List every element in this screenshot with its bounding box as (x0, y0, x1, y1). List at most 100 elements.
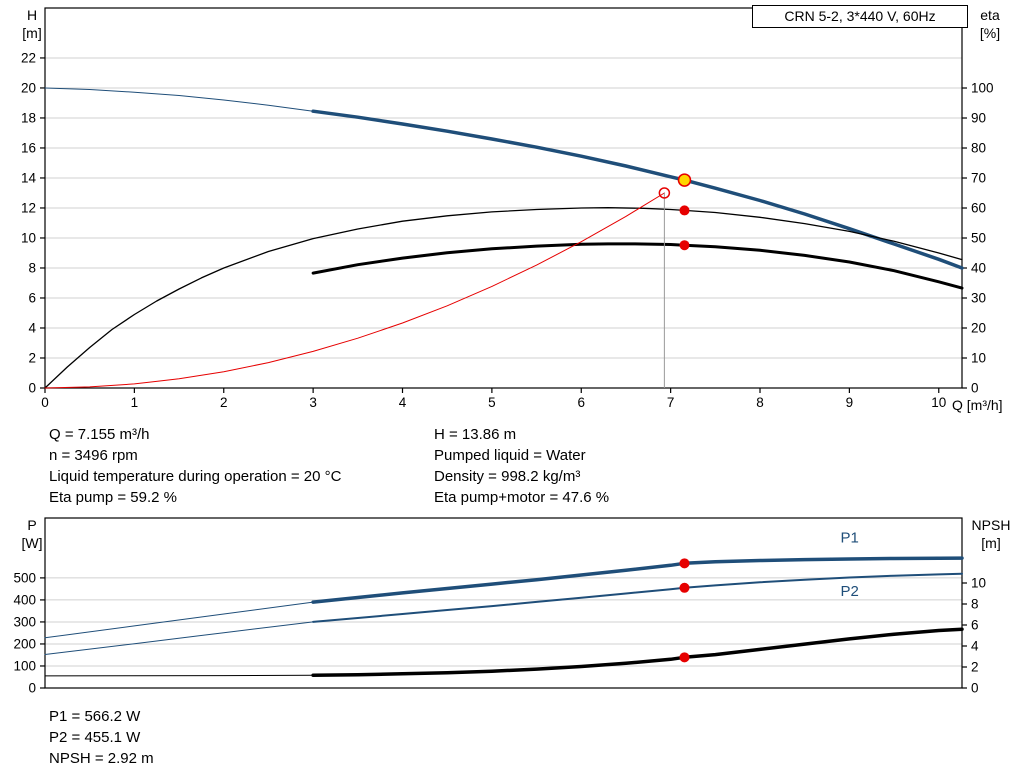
y-right-tick-label: 90 (971, 111, 986, 126)
series-npsh-curve (311, 627, 964, 677)
h-axis-name: H (26, 7, 38, 23)
power-info-panel: P1 = 566.2 W P2 = 455.1 W NPSH = 2.92 m (49, 706, 154, 769)
y-left-tick-label: 100 (13, 658, 36, 673)
pump-title-box: CRN 5-2, 3*440 V, 60Hz (752, 5, 968, 28)
p-axis-label: P [W] (10, 516, 54, 552)
npsh-point (679, 652, 690, 663)
y-left-tick-label: 12 (21, 200, 36, 215)
y-left-tick-label: 300 (13, 614, 36, 629)
x-tick-label: 4 (399, 395, 407, 410)
eta-axis-label: eta [%] (962, 6, 1018, 42)
y-left-tick-label: 10 (21, 230, 36, 245)
y-left-tick-label: 0 (28, 681, 36, 696)
h-axis-label: H [m] (10, 6, 54, 42)
y-left-tick-label: 14 (21, 170, 37, 185)
info-h: H = 13.86 m (434, 426, 517, 443)
p2-series-label: P2 (840, 583, 858, 600)
npsh-axis-label: NPSH [m] (962, 516, 1020, 552)
y-right-tick-label: 6 (971, 617, 979, 632)
info-p2: P2 = 455.1 W (49, 729, 141, 746)
x-tick-label: 8 (756, 395, 764, 410)
eta-axis-unit: [%] (979, 25, 1001, 41)
info-density: Density = 998.2 kg/m³ (434, 468, 581, 485)
duty-point[interactable] (677, 173, 692, 187)
qh-eta-chart: 0246810121416182022010203040506070809010… (21, 7, 994, 410)
plot-frame (44, 7, 963, 389)
y-left-tick-label: 22 (21, 50, 36, 65)
eta-pump-point (679, 205, 690, 216)
x-tick-label: 3 (309, 395, 317, 410)
series-p1-extension (44, 601, 314, 639)
x-tick-label: 7 (667, 395, 675, 410)
eta-pump-motor-point (679, 240, 690, 251)
y-right-tick-label: 80 (971, 141, 986, 156)
y-left-tick-label: 500 (13, 570, 36, 585)
y-right-tick-label: 10 (971, 351, 986, 366)
series-p2-curve (312, 572, 963, 623)
npsh-axis-name: NPSH (971, 517, 1011, 533)
series-npsh-extension (44, 674, 314, 677)
p-axis-name: P (27, 517, 37, 533)
y-right-tick-label: 60 (971, 201, 986, 216)
series-eta-pump-motor-curve (311, 242, 964, 290)
y-left-tick-label: 6 (28, 290, 36, 305)
y-right-tick-label: 10 (971, 575, 986, 590)
duty-info-left: Q = 7.155 m³/h n = 3496 rpm Liquid tempe… (49, 424, 341, 508)
y-right-tick-label: 2 (971, 659, 979, 674)
y-right-tick-label: 70 (971, 171, 986, 186)
y-left-tick-label: 20 (21, 80, 36, 95)
eta-axis-name: eta (980, 7, 1000, 23)
parabola-open-circle (658, 187, 671, 199)
p1-series-label: P1 (840, 530, 858, 547)
duty-info-right: H = 13.86 m Pumped liquid = Water Densit… (434, 424, 609, 508)
info-p1: P1 = 566.2 W (49, 708, 141, 725)
y-left-tick-label: 200 (13, 636, 36, 651)
y-left-tick-label: 0 (28, 381, 36, 396)
y-right-tick-label: 0 (971, 381, 979, 396)
info-speed: n = 3496 rpm (49, 447, 138, 464)
y-left-tick-label: 2 (28, 350, 36, 365)
y-right-tick-label: 20 (971, 321, 986, 336)
power-npsh-chart: 0 100 200 300 400 500 0 2 4 6 8 10 P1 P2 (13, 517, 986, 696)
q-axis-label: Q [m³/h] (952, 397, 1003, 413)
y-left-tick-label: 400 (13, 592, 36, 607)
x-tick-label: 10 (931, 395, 946, 410)
npsh-axis-unit: [m] (981, 535, 1001, 551)
plot-frame (44, 517, 963, 689)
x-tick-label: 0 (41, 395, 49, 410)
p-axis-unit: [W] (21, 535, 43, 551)
x-tick-label: 5 (488, 395, 496, 410)
series-h-curve (311, 109, 964, 270)
info-eta-pump: Eta pump = 59.2 % (49, 489, 177, 506)
series-p2-extension (44, 621, 314, 655)
y-right-tick-label: 0 (971, 681, 979, 696)
y-left-tick-label: 8 (28, 260, 36, 275)
y-left-tick-label: 18 (21, 110, 36, 125)
info-pumped-liquid: Pumped liquid = Water (434, 447, 586, 464)
x-tick-label: 6 (577, 395, 585, 410)
x-tick-label: 9 (846, 395, 854, 410)
info-q: Q = 7.155 m³/h (49, 426, 150, 443)
series-h-curve-extension (44, 87, 314, 112)
series-system-parabola (44, 192, 665, 389)
info-npsh: NPSH = 2.92 m (49, 750, 154, 767)
info-liquid-temp: Liquid temperature during operation = 20… (49, 468, 342, 485)
y-right-tick-label: 50 (971, 231, 986, 246)
y-right-tick-label: 8 (971, 596, 979, 611)
x-tick-label: 2 (220, 395, 228, 410)
y-right-tick-label: 100 (971, 81, 994, 96)
y-right-tick-label: 30 (971, 291, 986, 306)
y-right-tick-label: 4 (971, 638, 979, 653)
y-right-tick-label: 40 (971, 261, 986, 276)
info-eta-pump-motor: Eta pump+motor = 47.6 % (434, 489, 610, 506)
y-left-tick-label: 4 (28, 320, 36, 335)
p2-point (679, 582, 690, 593)
y-left-tick-label: 16 (21, 140, 36, 155)
h-axis-unit: [m] (22, 25, 42, 41)
series-eta-pump-curve (44, 207, 963, 389)
series-p1-curve (311, 556, 964, 604)
x-tick-label: 1 (131, 395, 139, 410)
p1-point (679, 558, 690, 569)
